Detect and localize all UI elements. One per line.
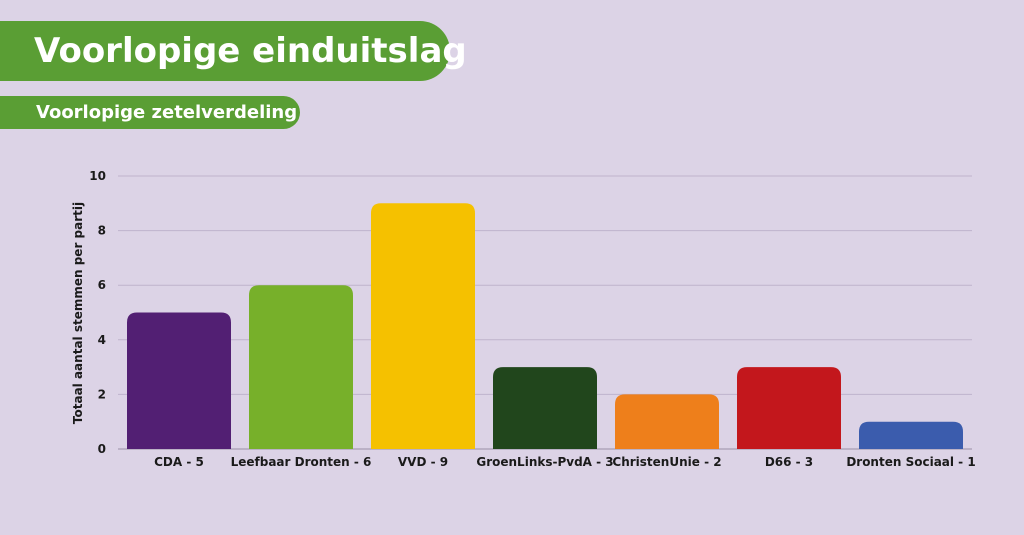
bars <box>127 203 963 449</box>
x-tick-label: VVD - 9 <box>398 455 448 469</box>
y-tick-label: 2 <box>98 387 106 401</box>
x-tick-label: D66 - 3 <box>765 455 813 469</box>
bar <box>249 285 353 449</box>
y-tick-label: 6 <box>98 278 106 292</box>
y-tick-label: 8 <box>98 224 106 238</box>
subtitle-banner: Voorlopige zetelverdeling <box>0 96 300 129</box>
bar <box>493 367 597 449</box>
bar <box>127 312 231 449</box>
title-banner: Voorlopige einduitslag <box>0 21 467 81</box>
y-tick-label: 10 <box>89 169 106 183</box>
page-subtitle: Voorlopige zetelverdeling <box>36 102 298 123</box>
x-tick-label: ChristenUnie - 2 <box>612 455 721 469</box>
y-axis-ticks: 0 2 4 6 8 10 <box>89 169 106 456</box>
x-axis-labels: CDA - 5 Leefbaar Dronten - 6 VVD - 9 GroenL… <box>154 455 976 469</box>
bar <box>737 367 841 449</box>
y-axis-title: Totaal aantal stemmen per partij <box>71 202 85 424</box>
x-tick-label: Dronten Sociaal - 1 <box>846 455 975 469</box>
x-tick-label: GroenLinks-PvdA - 3 <box>476 455 613 469</box>
x-tick-label: CDA - 5 <box>154 455 204 469</box>
bar <box>371 203 475 449</box>
y-tick-label: 0 <box>98 442 106 456</box>
page-title: Voorlopige einduitslag <box>34 31 467 71</box>
bar <box>859 421 963 449</box>
bar <box>615 394 719 449</box>
y-tick-label: 4 <box>98 333 106 347</box>
x-tick-label: Leefbaar Dronten - 6 <box>231 455 372 469</box>
